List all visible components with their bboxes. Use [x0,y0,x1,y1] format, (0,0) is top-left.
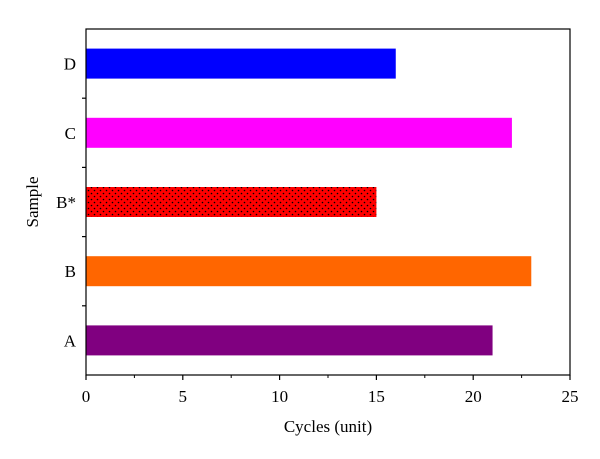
ticks-layer [82,97,571,380]
x-tick-label: 10 [271,387,288,406]
y-tick-label: B [65,262,76,281]
x-axis-label: Cycles (unit) [284,417,372,436]
x-tick-label: 5 [179,387,188,406]
x-tick-label: 15 [368,387,385,406]
y-axis-label: Sample [23,177,42,228]
bar-d [86,48,396,79]
x-tick-label: 20 [465,387,482,406]
y-tick-label: C [65,124,76,143]
y-tick-label: B* [56,193,76,212]
x-tick-label: 25 [562,387,579,406]
bar-b-star [86,187,377,217]
bar-b [86,256,532,287]
bar-c [86,117,512,148]
y-tick-label: A [64,331,77,350]
x-tick-label: 0 [82,387,91,406]
y-tick-label: D [64,55,76,74]
labels-layer: A B B* C D 0 5 10 15 20 25 [56,55,578,406]
bar-a [86,325,493,356]
bars-layer [86,48,532,356]
